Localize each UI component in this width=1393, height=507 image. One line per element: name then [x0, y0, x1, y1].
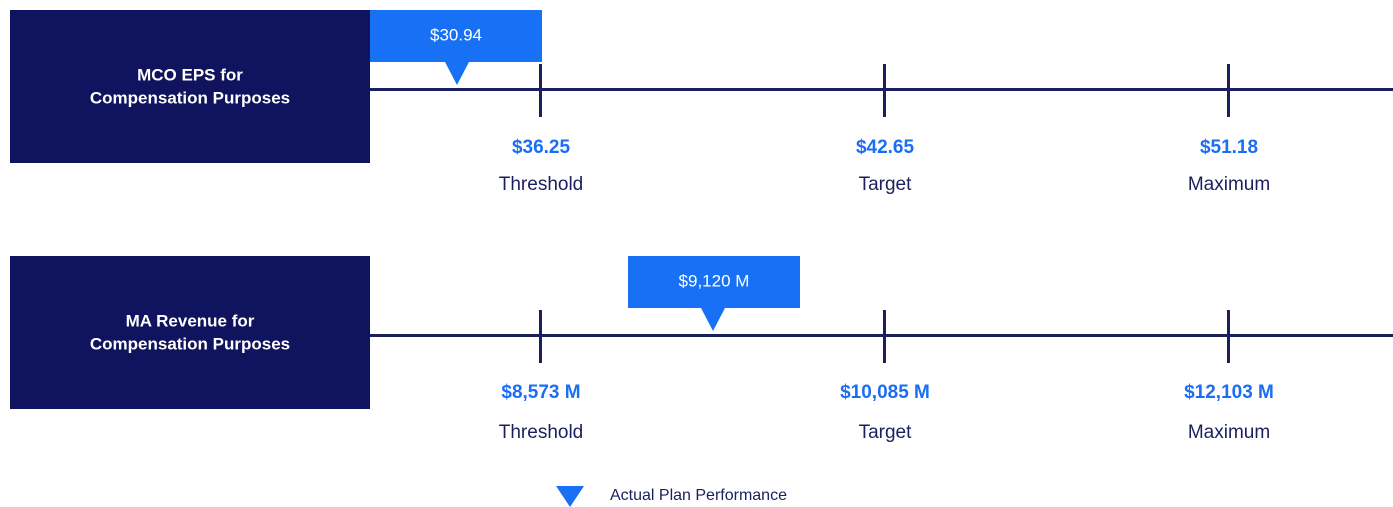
scale-line [370, 334, 1393, 337]
level-name: Maximum [1188, 422, 1270, 443]
level-name: Target [859, 422, 913, 443]
legend-marker [556, 486, 584, 507]
tick [883, 310, 886, 363]
row-label: MCO EPS for [137, 65, 243, 84]
legend-label: Actual Plan Performance [610, 487, 787, 504]
level-name: Threshold [499, 422, 584, 443]
label-box [10, 256, 370, 409]
level-value: $10,085 M [840, 382, 930, 403]
level-value: $12,103 M [1184, 382, 1274, 403]
row: MCO EPS for Compensation Purposes $36.25… [10, 10, 1393, 195]
actual-pointer [701, 308, 725, 331]
tick [539, 64, 542, 117]
row-label: Compensation Purposes [90, 88, 290, 107]
tick [1227, 64, 1230, 117]
level-name: Threshold [499, 174, 584, 195]
level-name: Maximum [1188, 174, 1270, 195]
actual-callout [370, 10, 542, 62]
level-value: $36.25 [512, 137, 571, 158]
actual-value: $9,120 M [679, 271, 750, 290]
tick [1227, 310, 1230, 363]
tick [883, 64, 886, 117]
level-value: $51.18 [1200, 137, 1258, 158]
actual-pointer [445, 62, 469, 85]
scale-line [370, 88, 1393, 91]
row-label: MA Revenue for [126, 311, 255, 330]
tick [539, 310, 542, 363]
row-label: Compensation Purposes [90, 334, 290, 353]
level-name: Target [859, 174, 913, 195]
label-box [10, 10, 370, 163]
row: MA Revenue for Compensation Purposes $8,… [10, 256, 1393, 443]
actual-value: $30.94 [430, 25, 482, 44]
actual-callout [628, 256, 800, 308]
legend: Actual Plan Performance [556, 486, 787, 507]
level-value: $8,573 M [501, 382, 580, 403]
level-value: $42.65 [856, 137, 915, 158]
